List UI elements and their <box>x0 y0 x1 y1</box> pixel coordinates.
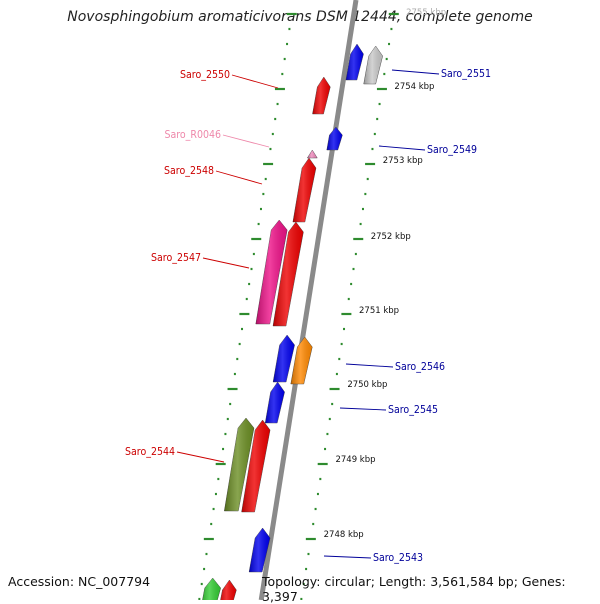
saro_2547b-arrow-shade <box>255 220 288 324</box>
leader-line-saro_2549 <box>378 145 426 151</box>
ruler-label-2751: 2751 kbp <box>359 306 399 316</box>
leader-line-saro_2547 <box>202 257 250 269</box>
gene-saro_2543[interactable] <box>248 527 271 573</box>
ruler-label-2752: 2752 kbp <box>371 232 411 242</box>
gene-saro_2547[interactable] <box>272 221 304 327</box>
gene-saro_2546[interactable] <box>290 336 313 385</box>
leader-line-saro_2551 <box>391 69 440 75</box>
gene-label-saro_2551: Saro_2551 <box>441 68 491 80</box>
leader-line-saro_r0046 <box>222 134 270 148</box>
saro_r0046-arrow-shade <box>307 150 318 158</box>
gene-saro_2548[interactable] <box>292 157 317 223</box>
saro_2548-arrow-shade <box>292 158 316 222</box>
saro_2551b-arrow-shade <box>363 46 383 84</box>
gene-saro_2542[interactable] <box>219 579 237 600</box>
ruler-label-2749: 2749 kbp <box>335 455 375 465</box>
gene-label-saro_2543: Saro_2543 <box>373 552 423 564</box>
saro_2546b-arrow-shade <box>273 335 295 382</box>
saro_2550-arrow-shade <box>312 77 331 114</box>
leader-line-saro_2546 <box>345 363 394 368</box>
gene-label-saro_2544: Saro_2544 <box>125 446 175 458</box>
right-boundary-ticks <box>300 12 399 600</box>
gene-saro_2542b[interactable] <box>201 577 221 600</box>
leader-line-saro_2543 <box>323 555 372 559</box>
gene-saro_2544b[interactable] <box>224 417 255 512</box>
leader-line-saro_2548 <box>215 170 263 185</box>
gene-saro_2550[interactable] <box>312 76 331 115</box>
saro_2551-arrow-shade <box>345 44 364 80</box>
label-layer: Saro_2551 Saro_2550 Saro_2549 Saro_R0046 Sar… <box>125 8 491 564</box>
ruler-label-2748: 2748 kbp <box>324 530 364 540</box>
leader-line-saro_2550 <box>231 74 279 89</box>
saro_2546-arrow-shade <box>290 337 313 384</box>
genome-title: Novosphingobium aromaticivorans DSM 1244… <box>67 9 533 25</box>
ruler-label-2754: 2754 kbp <box>394 82 434 92</box>
saro_2549-arrow-shade <box>326 127 343 150</box>
accession-text: Accession: NC_007794 <box>8 574 151 589</box>
gene-saro_2547b[interactable] <box>255 219 288 325</box>
gene-saro_2551b[interactable] <box>363 45 383 85</box>
gene-saro_2545[interactable] <box>264 381 285 424</box>
saro_2545-arrow-shade <box>265 382 285 423</box>
gene-saro_r0046[interactable] <box>306 149 318 159</box>
leader-line-saro_2544 <box>176 451 225 463</box>
gene-saro_2551[interactable] <box>345 43 364 81</box>
saro_2542-arrow-shade <box>220 580 237 600</box>
saro_2547-arrow-shade <box>273 222 304 326</box>
left-boundary-ticks <box>198 12 297 600</box>
saro_2543-arrow-shade <box>249 528 271 572</box>
gene-label-saro_2545: Saro_2545 <box>388 404 438 416</box>
gene-label-saro_2546: Saro_2546 <box>395 361 445 373</box>
gene-label-saro_2547: Saro_2547 <box>151 252 201 264</box>
gene-saro_2549[interactable] <box>326 126 343 151</box>
map-background <box>198 0 399 600</box>
ruler-label-2753: 2753 kbp <box>383 156 423 166</box>
gene-label-saro_2548: Saro_2548 <box>164 165 214 177</box>
gene-saro_2544[interactable] <box>241 419 271 513</box>
backbone-line <box>258 0 359 600</box>
ruler-label-2755: 2755 kbp <box>406 8 446 18</box>
gene-label-saro_2549: Saro_2549 <box>427 144 477 156</box>
gene-saro_2546b[interactable] <box>272 334 295 383</box>
saro_2544-arrow-shade <box>241 420 271 512</box>
saro_2542b-arrow-shade <box>202 578 221 600</box>
gene-layer <box>201 43 383 600</box>
gene-label-saro_r0046: Saro_R0046 <box>164 129 221 141</box>
leader-line-saro_2545 <box>339 407 387 411</box>
ruler-label-2750: 2750 kbp <box>347 380 387 390</box>
gene-label-saro_2550: Saro_2550 <box>180 69 230 81</box>
saro_2544b-arrow-shade <box>224 418 254 511</box>
